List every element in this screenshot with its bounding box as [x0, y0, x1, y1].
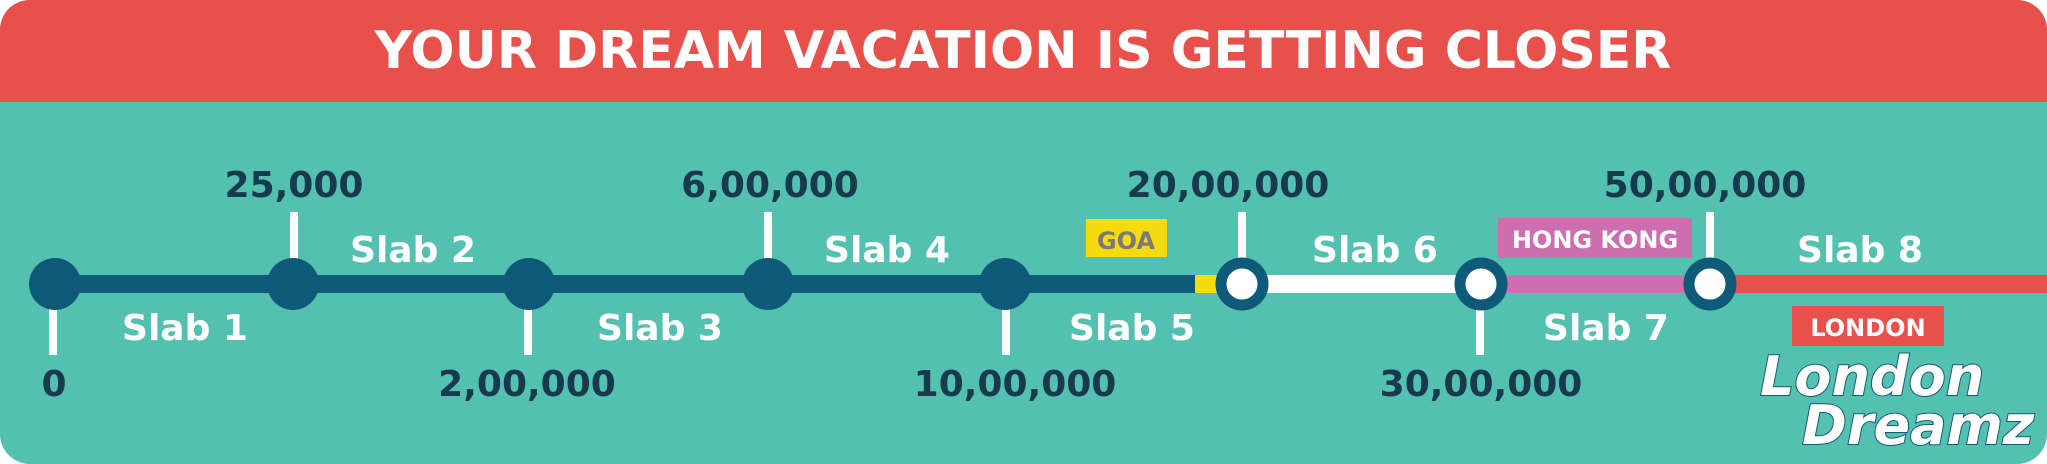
logo-line-1: London — [1760, 345, 1984, 408]
header-banner — [0, 0, 2047, 102]
hong-kong-tag-label: HONG KONG — [1512, 226, 1678, 254]
slab-label: Slab 1 — [122, 308, 248, 349]
milestone-tick — [49, 300, 57, 355]
milestone-node-hollow — [1215, 257, 1269, 311]
milestone-label: 6,00,000 — [681, 165, 859, 206]
milestone-tick — [764, 212, 772, 260]
milestone-tick — [1238, 212, 1246, 260]
milestone-node — [979, 258, 1031, 310]
hong-kong-tag — [1498, 218, 1692, 258]
milestone-node — [29, 258, 81, 310]
milestone-node-hollow — [1454, 257, 1508, 311]
goa-tag-label: GOA — [1097, 227, 1155, 255]
milestone-tick — [290, 212, 298, 260]
page-title: YOUR DREAM VACATION IS GETTING CLOSER — [374, 21, 1672, 81]
milestone-tick — [1002, 300, 1010, 355]
logo-line-2: Dreamz — [1802, 394, 2035, 457]
slab-label: Slab 6 — [1312, 230, 1438, 271]
milestone-label: 30,00,000 — [1380, 364, 1583, 405]
london-tag-label: LONDON — [1810, 314, 1925, 342]
milestone-node — [267, 258, 319, 310]
milestone-node — [742, 258, 794, 310]
slab-label: Slab 3 — [597, 308, 723, 349]
slab-label: Slab 8 — [1797, 230, 1923, 271]
london-tag — [1792, 306, 1944, 346]
milestone-label: 2,00,000 — [438, 364, 616, 405]
milestone-label: 25,000 — [225, 165, 364, 206]
milestone-label: 20,00,000 — [1127, 165, 1330, 206]
milestone-tick — [1476, 300, 1484, 355]
milestone-tick — [524, 300, 532, 355]
milestone-label: 0 — [41, 364, 66, 405]
milestone-label: 50,00,000 — [1604, 165, 1807, 206]
milestone-node-hollow — [1683, 257, 1737, 311]
slab-label: Slab 2 — [350, 230, 476, 271]
slab-label: Slab 5 — [1069, 308, 1195, 349]
slab-label: Slab 7 — [1543, 308, 1669, 349]
london-dreamz-logo: London Dreamz — [1759, 344, 2036, 458]
slab-label: Slab 4 — [824, 230, 950, 271]
goa-tag — [1086, 219, 1167, 257]
milestone-tick — [1706, 212, 1714, 260]
milestone-label: 10,00,000 — [914, 364, 1117, 405]
milestone-node — [503, 258, 555, 310]
